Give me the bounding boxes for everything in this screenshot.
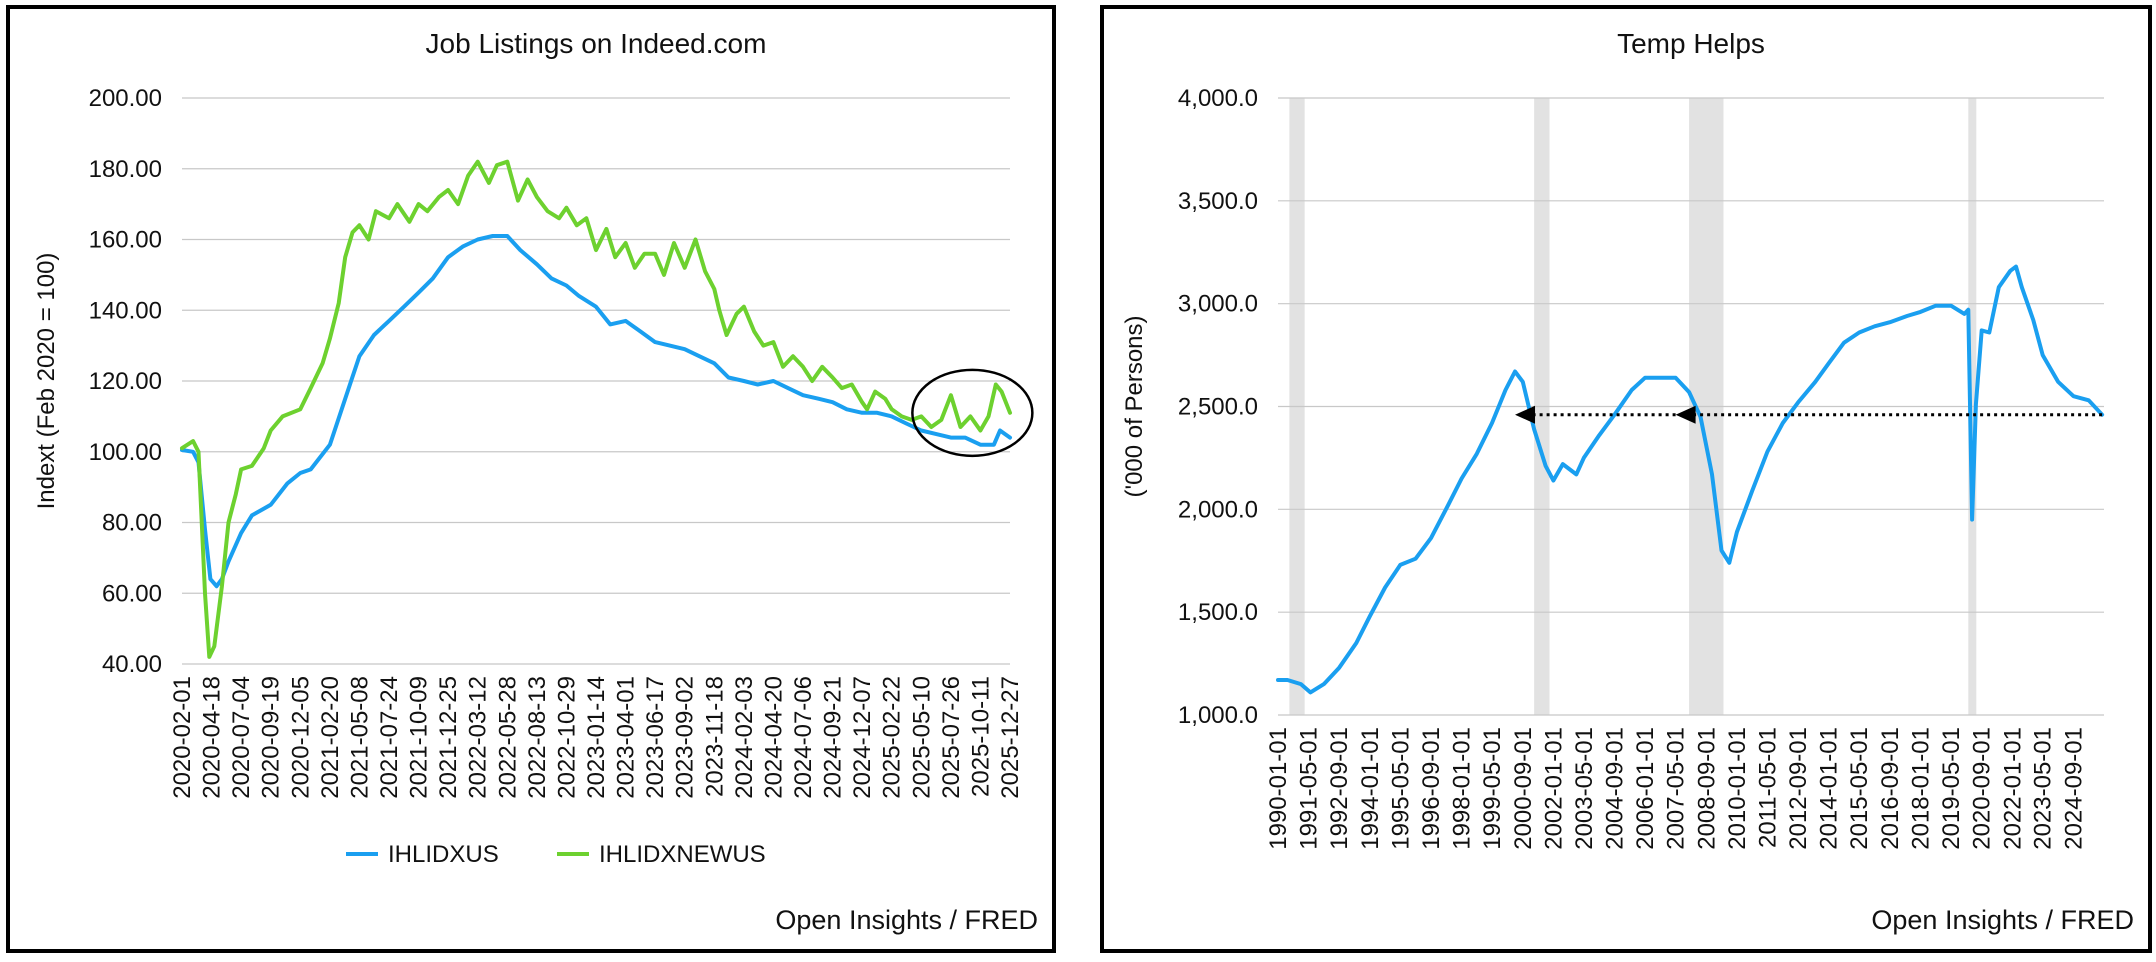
y-tick-label: 40.00 bbox=[102, 651, 162, 678]
x-tick-label: 2000-09-01 bbox=[1510, 727, 1537, 850]
x-tick-label: 2022-01-01 bbox=[1999, 727, 2026, 850]
y-tick-label: 140.00 bbox=[89, 297, 162, 324]
legend-label: IHLIDXUS bbox=[388, 841, 499, 868]
y-tick-label: 2,000.0 bbox=[1178, 496, 1258, 523]
x-tick-label: 2023-05-01 bbox=[2030, 727, 2057, 850]
x-tick-label: 2020-12-05 bbox=[287, 676, 314, 799]
job-listings-chart: Job Listings on Indeed.com 40.00 60.00 80.0… bbox=[33, 28, 1038, 935]
x-tick-label: 2021-12-25 bbox=[435, 676, 462, 799]
x-tick-label: 2019-05-01 bbox=[1938, 727, 1965, 850]
source-label: Open Insights / FRED bbox=[1871, 905, 2134, 935]
x-tick-label: 2020-07-04 bbox=[228, 676, 255, 799]
annotation-circle bbox=[911, 368, 1034, 458]
y-tick-label: 180.00 bbox=[89, 156, 162, 183]
x-tick-label: 1996-09-01 bbox=[1418, 727, 1445, 850]
x-tick-label: 2020-09-01 bbox=[1969, 727, 1996, 850]
x-tick-label: 2004-09-01 bbox=[1602, 727, 1629, 850]
y-tick-label: 1,500.0 bbox=[1178, 599, 1258, 626]
chart-title: Job Listings on Indeed.com bbox=[426, 28, 767, 59]
temp-helps-chart: Temp Helps 1,000.0 1,500.0 2,000.0 2,500.0 3,… bbox=[1121, 28, 2134, 935]
x-tick-label: 1990-01-01 bbox=[1265, 727, 1292, 850]
x-tick-label: 1998-01-01 bbox=[1449, 727, 1476, 850]
job-listings-chart-panel: Job Listings on Indeed.com 40.00 60.00 80.0… bbox=[6, 5, 1056, 953]
source-label: Open Insights / FRED bbox=[775, 905, 1038, 935]
x-tick-label: 2010-01-01 bbox=[1724, 727, 1751, 850]
x-tick-label: 2022-05-28 bbox=[494, 676, 521, 799]
y-tick-label: 1,000.0 bbox=[1178, 702, 1258, 729]
x-tick-label: 1999-05-01 bbox=[1479, 727, 1506, 850]
x-tick-label: 2020-02-01 bbox=[169, 676, 196, 799]
series-line-ihlidxus bbox=[180, 234, 1012, 589]
x-tick-label: 2014-01-01 bbox=[1816, 727, 1843, 850]
y-tick-label: 3,000.0 bbox=[1178, 291, 1258, 318]
legend-label: IHLIDXNEWUS bbox=[599, 841, 766, 868]
x-tick-label: 2025-12-27 bbox=[997, 676, 1024, 799]
x-tick-label: 2021-05-08 bbox=[346, 676, 373, 799]
x-tick-label: 2024-12-07 bbox=[849, 676, 876, 799]
x-tick-label: 2022-10-29 bbox=[553, 676, 580, 799]
arrow-head bbox=[1675, 405, 1696, 424]
x-tick-label: 1994-01-01 bbox=[1357, 727, 1384, 850]
y-tick-label: 100.00 bbox=[89, 439, 162, 466]
y-axis-label: ('000 of Persons) bbox=[1121, 315, 1148, 497]
x-tick-label: 2006-01-01 bbox=[1632, 727, 1659, 850]
x-tick-label: 2024-09-21 bbox=[820, 676, 847, 799]
y-tick-label: 80.00 bbox=[102, 510, 162, 537]
x-tick-label: 2021-07-24 bbox=[376, 676, 403, 799]
x-tick-label: 2021-10-09 bbox=[406, 676, 433, 799]
x-tick-label: 2022-08-13 bbox=[524, 676, 551, 799]
x-tick-label: 2015-05-01 bbox=[1846, 727, 1873, 850]
x-tick-label: 2020-04-18 bbox=[199, 676, 226, 799]
x-tick-label: 2020-09-19 bbox=[258, 676, 285, 799]
x-tick-label: 2003-05-01 bbox=[1571, 727, 1598, 850]
x-tick-label: 2025-02-22 bbox=[879, 676, 906, 799]
x-tick-label: 2012-09-01 bbox=[1785, 727, 1812, 850]
x-tick-label: 1991-05-01 bbox=[1295, 727, 1322, 850]
x-tick-label: 1992-09-01 bbox=[1326, 727, 1353, 850]
x-tick-label: 2007-05-01 bbox=[1663, 727, 1690, 850]
x-tick-label: 2018-01-01 bbox=[1907, 727, 1934, 850]
temp-helps-chart-panel: Temp Helps 1,000.0 1,500.0 2,000.0 2,500.0 3,… bbox=[1100, 5, 2152, 953]
x-tick-label: 2025-10-11 bbox=[967, 676, 994, 797]
x-tick-label: 1995-05-01 bbox=[1387, 727, 1414, 850]
series-line-temp-helps bbox=[1276, 264, 2105, 695]
arrow-head bbox=[1515, 405, 1536, 424]
y-tick-label: 60.00 bbox=[102, 580, 162, 607]
x-tick-label: 2025-05-10 bbox=[908, 676, 935, 799]
x-tick-label: 2002-01-01 bbox=[1540, 727, 1567, 850]
x-tick-label: 2016-09-01 bbox=[1877, 727, 1904, 850]
series-line-ihlidxnewus bbox=[180, 159, 1012, 659]
x-tick-label: 2023-09-02 bbox=[672, 676, 699, 799]
x-tick-label: 2021-02-20 bbox=[317, 676, 344, 799]
y-tick-label: 120.00 bbox=[89, 368, 162, 395]
x-tick-label: 2011-05-01 bbox=[1754, 727, 1781, 848]
x-tick-label: 2023-01-14 bbox=[583, 676, 610, 799]
x-tick-label: 2023-06-17 bbox=[642, 676, 669, 799]
y-tick-label: 3,500.0 bbox=[1178, 188, 1258, 215]
x-tick-label: 2023-11-18 bbox=[701, 676, 728, 797]
chart-title: Temp Helps bbox=[1617, 28, 1765, 59]
y-axis-label: Indext (Feb 2020 = 100) bbox=[33, 253, 60, 510]
x-tick-label: 2008-09-01 bbox=[1693, 727, 1720, 850]
x-tick-label: 2023-04-01 bbox=[613, 676, 640, 799]
y-tick-label: 160.00 bbox=[89, 227, 162, 254]
x-tick-label: 2024-02-03 bbox=[731, 676, 758, 799]
x-tick-label: 2024-07-06 bbox=[790, 676, 817, 799]
y-tick-label: 4,000.0 bbox=[1178, 85, 1258, 112]
y-tick-label: 2,500.0 bbox=[1178, 394, 1258, 421]
x-tick-label: 2024-09-01 bbox=[2060, 727, 2087, 850]
x-tick-label: 2024-04-20 bbox=[760, 676, 787, 799]
y-tick-label: 200.00 bbox=[89, 85, 162, 112]
x-tick-label: 2022-03-12 bbox=[465, 676, 492, 799]
x-tick-label: 2025-07-26 bbox=[938, 676, 965, 799]
